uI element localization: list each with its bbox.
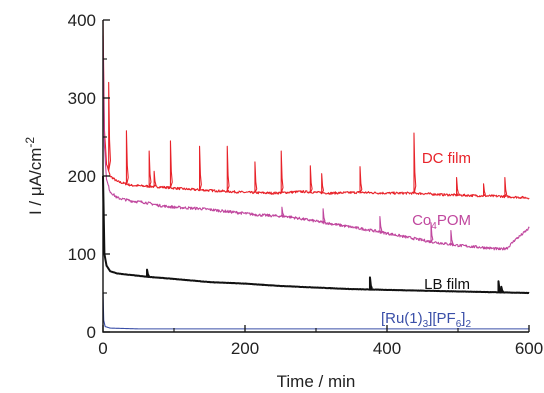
y-tick-label: 200 [68,167,96,186]
series-label-3: LB film [424,276,470,293]
x-tick-label: 600 [515,339,543,358]
y-tick-label: 0 [87,323,96,342]
axes: 0 200 400 600 0 100 200 300 400 [68,11,544,358]
y-tick-label: 400 [68,11,96,30]
x-tick-label: 400 [373,339,401,358]
y-tick-label: 100 [68,245,96,264]
series-line-1 [102,19,530,200]
x-tick-label: 0 [98,339,107,358]
x-tick-label: 200 [231,339,259,358]
series-line-2 [102,35,530,251]
x-axis-title: Time / min [277,372,356,391]
series-labels: DC film Co4POM LB film [Ru(1)3][PF6]2 [381,150,472,330]
y-axis-title: I / μA/cm-2 [23,137,45,215]
series-label-1: DC film [422,150,471,167]
series-label-2: Co4POM [412,212,471,232]
y-tick-label: 300 [68,89,96,108]
series-label-4: [Ru(1)3][PF6]2 [381,310,472,330]
series-line-3 [102,175,530,295]
